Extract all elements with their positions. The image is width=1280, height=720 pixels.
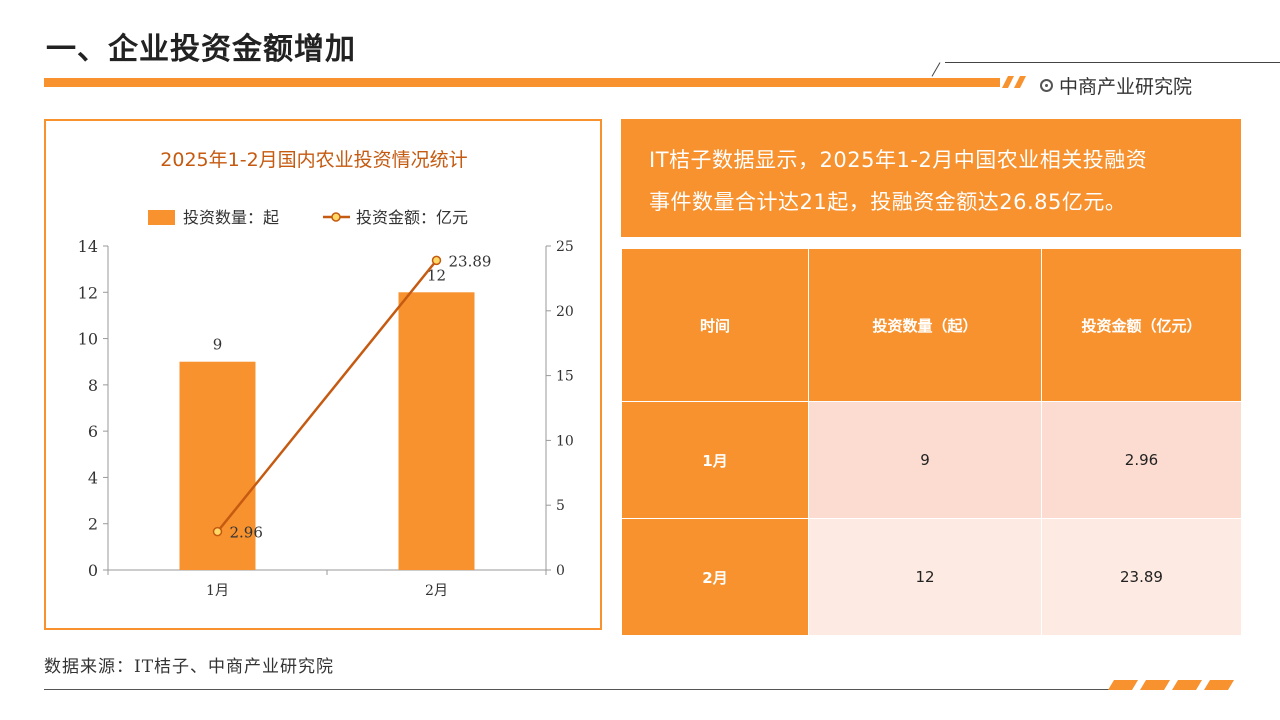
amount-series-line (216, 259, 438, 533)
brand: 中商产业研究院 (1040, 72, 1192, 99)
table-cell-month: 1月 (621, 401, 809, 519)
legend-line-label: 投资金额：亿元 (356, 208, 468, 227)
x-tick-label: 1月 (206, 583, 229, 599)
y-left-tick-label: 2 (88, 515, 98, 534)
y-right-tick-label: 5 (556, 498, 565, 514)
summary-box: IT桔子数据显示，2025年1-2月中国农业相关投融资 事件数量合计达21起，投… (621, 119, 1241, 237)
data-table: 时间 投资数量（起） 投资金额（亿元） 1月 9 2.96 2月 12 23.8… (621, 248, 1242, 636)
y-left-tick-label: 4 (88, 468, 98, 487)
y-left-tick-label: 10 (78, 330, 98, 349)
legend-bar-label: 投资数量：起 (183, 208, 279, 227)
summary-line-2: 事件数量合计达21起，投融资金额达26.85亿元。 (649, 190, 1127, 214)
table-cell-count: 12 (808, 518, 1042, 636)
table-row: 2月 12 23.89 (621, 518, 1242, 636)
y-left-tick-label: 6 (88, 422, 98, 441)
y-right-tick-label: 20 (556, 304, 574, 320)
combo-chart: 2025年1-2月国内农业投资情况统计 投资数量：起 投资金额：亿元 0 2 4 6 8… (78, 149, 574, 599)
table-header-count: 投资数量（起） (808, 248, 1042, 402)
chart-title: 2025年1-2月国内农业投资情况统计 (160, 149, 467, 171)
legend-line-marker (331, 212, 341, 222)
y-left-tick-label: 8 (88, 376, 98, 395)
line-point (212, 526, 223, 537)
chart-frame (44, 119, 602, 630)
stripe-decoration (1002, 76, 1026, 88)
summary-line-1: IT桔子数据显示，2025年1-2月中国农业相关投融资 (649, 148, 1148, 172)
bar-data-label: 12 (427, 266, 446, 284)
plot-area: 0 2 4 6 8 10 12 14 0 5 10 15 20 25 1月 9 2月 12 2.96 23.89 (78, 237, 574, 599)
header-line (945, 62, 1280, 63)
y-left-tick-label: 0 (88, 561, 98, 580)
x-tick-label: 2月 (425, 583, 448, 599)
y-right-tick-label: 25 (556, 239, 574, 255)
footer-line (44, 689, 1119, 690)
table-cell-amount: 23.89 (1041, 518, 1242, 636)
table-cell-count: 9 (808, 401, 1042, 519)
y-right-tick-label: 0 (556, 563, 565, 579)
footer-stripes (1108, 680, 1234, 690)
chart-legend: 投资数量：起 投资金额：亿元 (148, 208, 468, 227)
table-cell-month: 2月 (621, 518, 809, 636)
brand-name: 中商产业研究院 (1059, 76, 1193, 98)
brand-target-icon (1040, 79, 1053, 92)
table-row: 1月 9 2.96 (621, 401, 1242, 519)
y-left-tick-label: 14 (78, 237, 98, 256)
page-title: 一、企业投资金额增加 (46, 32, 356, 67)
data-source: 数据来源：IT桔子、中商产业研究院 (44, 657, 335, 677)
bar-data-label: 9 (213, 336, 223, 354)
header-line-slant (931, 62, 941, 77)
y-left-tick-label: 12 (78, 283, 98, 302)
table-header-time: 时间 (621, 248, 809, 402)
table-header-row: 时间 投资数量（起） 投资金额（亿元） (621, 248, 1242, 402)
table-cell-amount: 2.96 (1041, 401, 1242, 519)
line-data-label: 23.89 (449, 252, 492, 270)
legend-bar-swatch (148, 210, 175, 225)
y-right-tick-label: 10 (556, 433, 574, 449)
table-header-amount: 投资金额（亿元） (1041, 248, 1242, 402)
line-data-label: 2.96 (230, 524, 263, 542)
line-point (431, 255, 442, 266)
bar (398, 292, 475, 570)
title-accent-bar (44, 78, 1000, 87)
y-right-tick-label: 15 (556, 369, 574, 385)
